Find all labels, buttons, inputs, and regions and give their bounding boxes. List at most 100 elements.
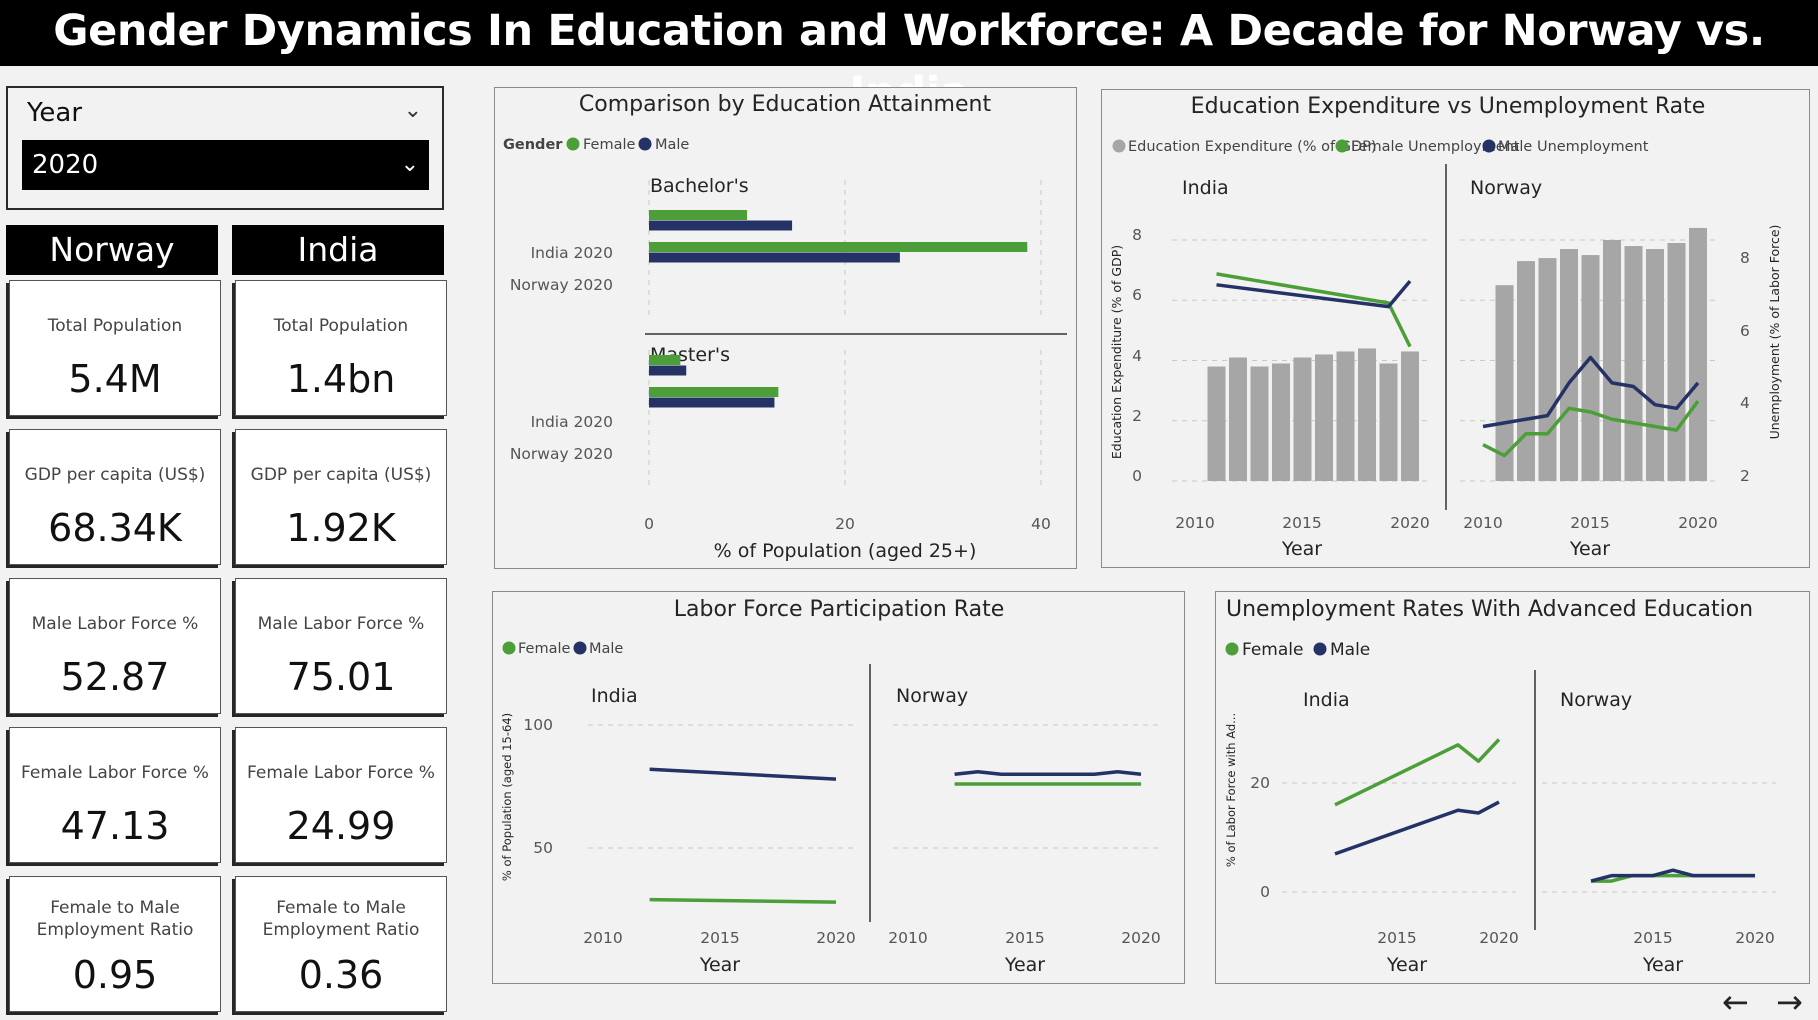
- legend-swatch-male: [1313, 642, 1327, 656]
- x-tick: 2015: [1570, 514, 1609, 532]
- category-label: Norway 2020: [510, 276, 613, 294]
- country-header-norway: Norway: [6, 225, 218, 275]
- y-tick: 100: [523, 716, 553, 734]
- category-label: Norway 2020: [510, 445, 613, 463]
- line-female: [1334, 738, 1501, 807]
- category-label: India 2020: [531, 413, 613, 431]
- education-attainment-chart[interactable]: Comparison by Education Attainment Gende…: [494, 87, 1077, 569]
- chart-title: Unemployment Rates With Advanced Educati…: [1226, 597, 1753, 622]
- legend-swatch-male: [573, 641, 587, 655]
- legend-label-female: Female: [583, 137, 636, 153]
- x-tick: 2010: [1175, 514, 1214, 532]
- expenditure-bar: [1560, 249, 1578, 481]
- kpi-label: Female to Male Employment Ratio: [36, 898, 194, 940]
- kpi-card-norway-gdp: GDP per capita (US$) 68.34K: [9, 429, 221, 565]
- y-tick-right: 2: [1740, 467, 1750, 485]
- kpi-label: Male Labor Force %: [31, 614, 199, 634]
- expenditure-bar: [1667, 243, 1686, 481]
- x-axis-label: Year: [1569, 538, 1610, 560]
- expenditure-bar: [1538, 258, 1557, 481]
- x-tick: 2020: [1479, 929, 1518, 947]
- kpi-card-india-female-labor: Female Labor Force % 24.99: [235, 727, 447, 863]
- x-tick: 2020: [1121, 929, 1160, 947]
- legend-swatch-female: [1225, 642, 1239, 656]
- advanced-education-unemployment-chart[interactable]: Unemployment Rates With Advanced Educati…: [1215, 591, 1810, 984]
- legend-label-female: Female: [518, 641, 571, 657]
- line-female-unemployment: [1482, 400, 1700, 458]
- kpi-value: 75.01: [286, 655, 396, 699]
- x-axis-label: % of Population (aged 25+): [714, 540, 977, 562]
- arrow-left-icon[interactable]: ←: [1722, 983, 1749, 1020]
- year-dropdown[interactable]: 2020 ⌄: [22, 140, 429, 190]
- x-tick: 2020: [816, 929, 855, 947]
- kpi-card-norway-female-labor: Female Labor Force % 47.13: [9, 727, 221, 863]
- x-tick: 20: [835, 515, 855, 533]
- legend-swatch-female: [502, 641, 516, 655]
- kpi-value: 0.95: [72, 953, 158, 997]
- kpi-card-norway-male-labor: Male Labor Force % 52.87: [9, 578, 221, 714]
- x-tick: 0: [644, 515, 654, 533]
- x-tick: 2010: [1463, 514, 1502, 532]
- line-male: [1590, 868, 1755, 883]
- line-male-unemployment: [1482, 355, 1700, 429]
- expenditure-unemployment-chart[interactable]: Education Expenditure vs Unemployment Ra…: [1101, 89, 1810, 568]
- legend-swatch-expenditure: [1112, 139, 1126, 153]
- expenditure-bar: [1293, 357, 1312, 481]
- expenditure-bar: [1315, 354, 1333, 481]
- chevron-down-icon[interactable]: ⌄: [403, 98, 422, 123]
- bar-male: [649, 365, 687, 376]
- expenditure-bar: [1336, 351, 1355, 481]
- y-tick-left: 2: [1132, 407, 1142, 425]
- bar-female: [649, 242, 1028, 252]
- kpi-value: 1.4bn: [286, 357, 396, 401]
- legend-swatch-female: [1335, 139, 1349, 153]
- expenditure-bar: [1495, 285, 1514, 481]
- kpi-label: Female to Male Employment Ratio: [262, 898, 420, 940]
- y-axis-label-right: Unemployment (% of Labor Force): [1767, 225, 1782, 440]
- expenditure-bar: [1229, 357, 1247, 481]
- legend-swatch-male: [1482, 139, 1496, 153]
- x-tick: 2015: [700, 929, 739, 947]
- x-tick: 40: [1031, 515, 1051, 533]
- kpi-label: Female Labor Force %: [247, 763, 435, 783]
- kpi-card-india-population: Total Population 1.4bn: [235, 280, 447, 416]
- labor-participation-chart[interactable]: Labor Force Participation Rate Female Ma…: [492, 591, 1185, 984]
- education-attainment-svg: Comparison by Education Attainment Gende…: [503, 92, 1067, 562]
- bar-male: [649, 252, 900, 263]
- bar-female: [649, 355, 681, 365]
- expenditure-bar: [1603, 240, 1621, 481]
- kpi-card-norway-population: Total Population 5.4M: [9, 280, 221, 416]
- group-label-bachelors: Bachelor's: [650, 175, 749, 197]
- facet-label-norway: Norway: [1470, 177, 1542, 199]
- kpi-card-india-employment-ratio: Female to Male Employment Ratio 0.36: [235, 876, 447, 1012]
- legend-title: Gender: [503, 137, 563, 153]
- chevron-down-icon[interactable]: ⌄: [400, 152, 419, 177]
- x-axis-label: Year: [1642, 954, 1683, 976]
- bar-male: [649, 220, 793, 231]
- y-axis-label: % of Labor Force with Ad...: [1224, 713, 1238, 867]
- year-slicer[interactable]: Year ⌄ 2020 ⌄: [6, 86, 444, 210]
- line-male-unemployment: [1216, 280, 1412, 309]
- kpi-card-norway-employment-ratio: Female to Male Employment Ratio 0.95: [9, 876, 221, 1012]
- x-tick: 2010: [888, 929, 927, 947]
- expenditure-bar: [1401, 351, 1419, 481]
- year-slicer-label: Year: [27, 98, 83, 128]
- expenditure-unemployment-svg: Education Expenditure vs Unemployment Ra…: [1109, 94, 1782, 560]
- chart-title: Comparison by Education Attainment: [579, 92, 992, 117]
- kpi-value: 24.99: [286, 804, 396, 848]
- legend-label-female: Female: [1242, 640, 1303, 660]
- x-tick: 2015: [1377, 929, 1416, 947]
- x-tick: 2015: [1282, 514, 1321, 532]
- kpi-label: GDP per capita (US$): [250, 465, 432, 485]
- arrow-right-icon[interactable]: →: [1776, 983, 1803, 1020]
- y-axis-label: % of Population (aged 15-64): [500, 713, 514, 881]
- expenditure-bar: [1250, 366, 1269, 481]
- y-tick-left: 4: [1132, 347, 1142, 365]
- x-tick: 2020: [1678, 514, 1717, 532]
- kpi-value: 47.13: [60, 804, 170, 848]
- kpi-label: Total Population: [273, 316, 409, 336]
- page-title: Gender Dynamics In Education and Workfor…: [0, 0, 1818, 118]
- expenditure-bar: [1689, 227, 1707, 481]
- line-female-unemployment: [1216, 272, 1412, 348]
- legend-label-female-unemployment: Female Unemployment: [1351, 139, 1520, 155]
